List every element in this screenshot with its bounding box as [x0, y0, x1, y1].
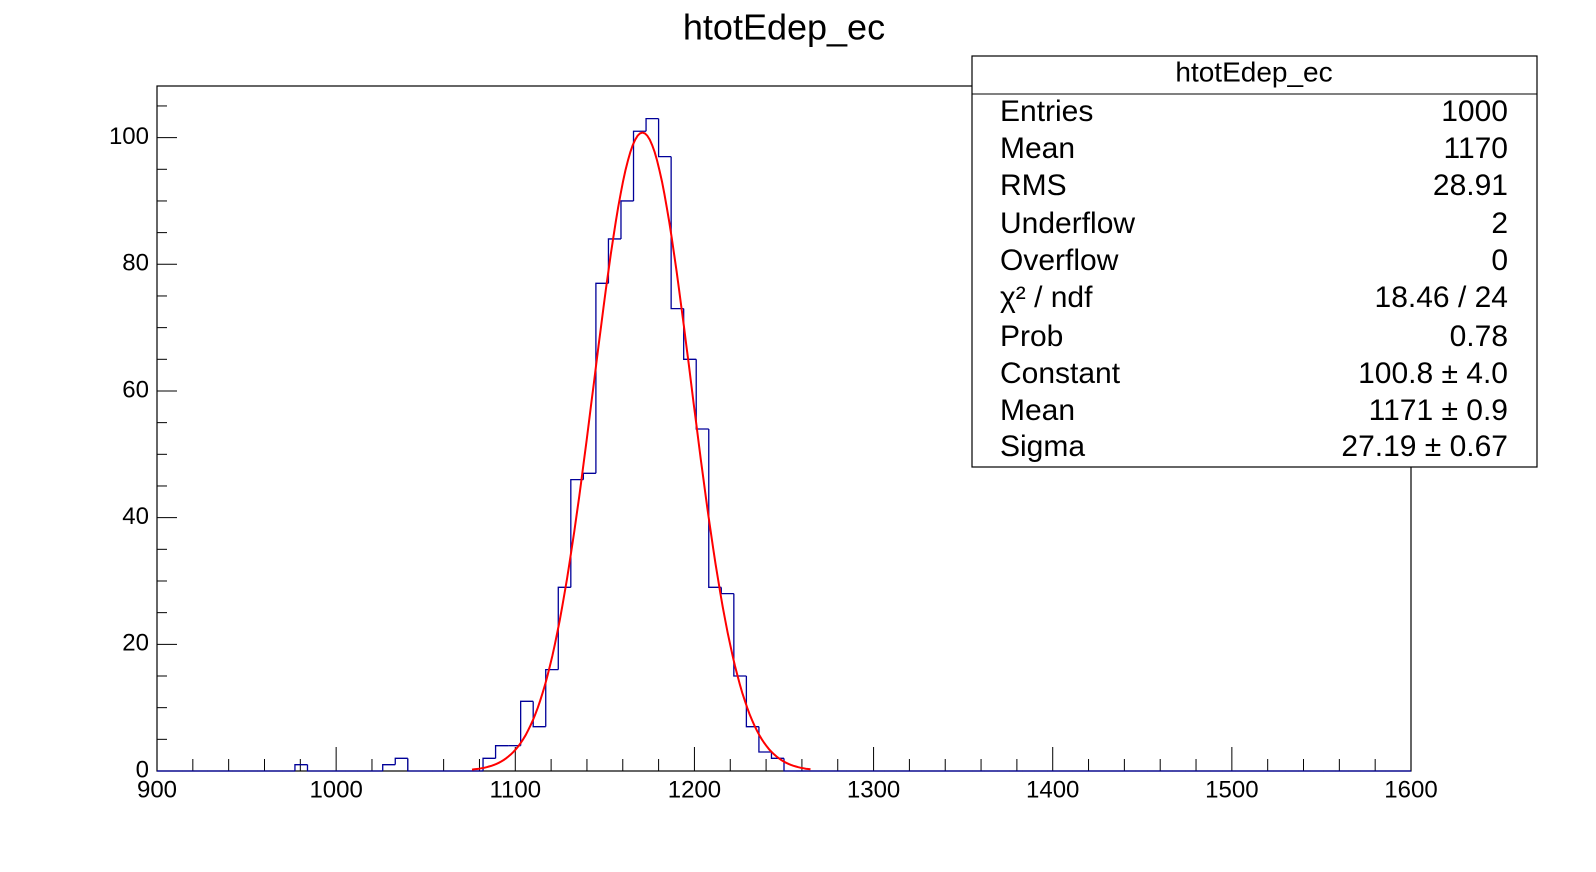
stats-value: 2: [1491, 207, 1508, 240]
histogram-bin: [407, 758, 421, 772]
x-tick-label: 1300: [847, 776, 900, 803]
histogram-bin: [708, 428, 722, 588]
histogram-bin: [670, 156, 684, 310]
stats-label: Underflow: [1000, 207, 1135, 240]
stats-value: 1000: [1441, 95, 1508, 128]
histogram-bin: [382, 764, 396, 771]
chart-title: htotEdep_ec: [683, 7, 885, 48]
stats-label: Prob: [1000, 320, 1063, 353]
histogram-bin: [733, 593, 747, 677]
stats-label: Entries: [1000, 95, 1093, 128]
y-tick-label: 100: [109, 123, 149, 150]
y-tick-label: 0: [136, 756, 149, 783]
histogram-bin: [632, 130, 647, 201]
stats-value: 0: [1491, 244, 1508, 277]
histogram-bin: [595, 282, 609, 474]
histogram-bin: [520, 700, 534, 746]
stats-label: RMS: [1000, 169, 1067, 202]
histogram-bin: [620, 200, 634, 239]
y-tick-label: 40: [122, 503, 149, 530]
x-tick-label: 1400: [1026, 776, 1079, 803]
x-tick-label: 1500: [1205, 776, 1258, 803]
histogram-bin: [657, 118, 672, 158]
stats-label: Mean: [1000, 132, 1075, 165]
stats-label: χ² / ndf: [1000, 281, 1093, 314]
x-tick-label: 1000: [309, 776, 362, 803]
stats-value: 0.78: [1450, 320, 1508, 353]
stats-value: 28.91: [1433, 169, 1508, 202]
stats-label: Sigma: [1000, 430, 1085, 463]
histogram-bin: [482, 757, 496, 771]
histogram-bin: [306, 764, 321, 772]
stats-value: 18.46 / 24: [1375, 281, 1508, 314]
stats-box: [971, 55, 1538, 468]
y-tick-label: 80: [122, 250, 149, 277]
histogram-bin: [645, 117, 659, 132]
stats-label: Constant: [1000, 357, 1121, 390]
histogram-bin: [582, 472, 596, 480]
stats-label: Mean: [1000, 394, 1075, 427]
histogram-bin: [532, 701, 546, 728]
y-tick-label: 60: [122, 376, 149, 403]
stats-value: 100.8 ± 4.0: [1358, 357, 1508, 390]
stats-value: 1170: [1443, 132, 1508, 165]
stats-label: Overflow: [1000, 244, 1119, 277]
x-tick-label: 1100: [489, 776, 541, 803]
stats-value: 1171 ± 0.9: [1369, 394, 1508, 427]
stats-title: htotEdep_ec: [1175, 56, 1332, 87]
y-tick-label: 20: [122, 630, 149, 657]
fit-curve: [471, 131, 811, 771]
x-tick-label: 900: [137, 776, 177, 803]
histogram-bin: [294, 764, 308, 771]
stats-value: 27.19 ± 0.67: [1341, 430, 1508, 463]
histogram-bin: [394, 757, 408, 765]
x-tick-label: 1600: [1384, 776, 1437, 803]
histogram-bin: [557, 586, 571, 670]
histogram-bin: [494, 745, 509, 759]
histogram-bin: [545, 669, 559, 727]
x-tick-label: 1200: [668, 776, 721, 803]
